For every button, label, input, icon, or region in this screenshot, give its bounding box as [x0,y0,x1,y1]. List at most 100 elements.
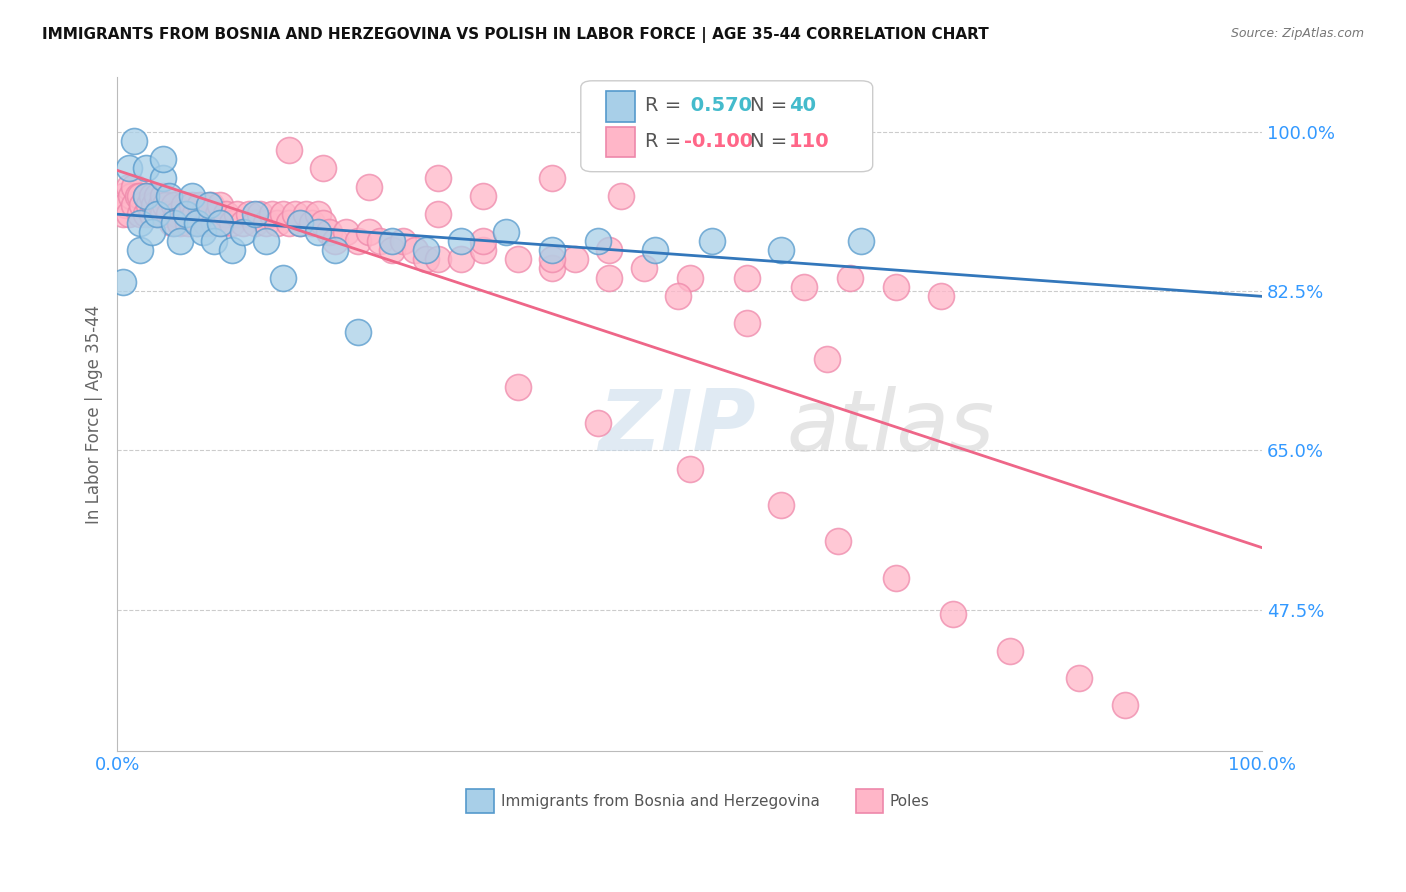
Point [209,216,232,230]
Text: Immigrants from Bosnia and Herzegovina: Immigrants from Bosnia and Herzegovina [501,795,820,809]
FancyBboxPatch shape [581,81,873,171]
Point [318,225,340,239]
Point [357,225,380,239]
Point [884,279,907,293]
Point [426,252,449,267]
Point [141,188,163,202]
Text: 40: 40 [789,96,815,115]
Point [186,216,208,230]
Point [827,534,849,549]
Point [141,225,163,239]
Text: Poles: Poles [890,795,929,809]
Point [541,170,564,185]
Point [426,207,449,221]
Point [678,270,700,285]
Point [169,216,191,230]
Point [564,252,586,267]
Text: N =: N = [751,96,794,115]
Point [851,234,873,248]
Point [284,207,307,221]
Point [295,207,318,221]
Text: ZIP: ZIP [598,386,755,469]
Point [450,234,472,248]
Point [290,216,312,230]
Point [124,198,146,212]
Point [169,234,191,248]
Point [277,216,299,230]
Point [290,216,312,230]
Point [124,179,146,194]
Point [346,234,368,248]
Point [472,244,495,258]
Point [260,207,283,221]
Point [815,352,838,367]
Point [177,216,200,230]
Point [166,207,188,221]
Point [633,261,655,276]
Point [215,207,238,221]
Point [506,380,529,394]
Point [129,207,152,221]
Point [506,252,529,267]
Point [184,207,207,221]
Point [1114,698,1136,713]
FancyBboxPatch shape [467,789,494,814]
Text: -0.100: -0.100 [683,132,754,151]
Point [186,216,208,230]
Point [152,170,174,185]
FancyBboxPatch shape [606,92,634,121]
Point [793,279,815,293]
Point [586,234,609,248]
Point [135,188,157,202]
Point [254,234,277,248]
Point [392,234,415,248]
Point [152,153,174,167]
Point [146,207,169,221]
Text: IMMIGRANTS FROM BOSNIA AND HERZEGOVINA VS POLISH IN LABOR FORCE | AGE 35-44 CORR: IMMIGRANTS FROM BOSNIA AND HERZEGOVINA V… [42,27,988,43]
Point [610,188,633,202]
Point [415,252,437,267]
Y-axis label: In Labor Force | Age 35-44: In Labor Force | Age 35-44 [86,304,103,524]
Point [191,207,214,221]
Point [157,207,180,221]
Point [370,234,392,248]
Point [135,161,157,176]
Point [142,198,165,212]
Point [312,216,335,230]
Point [129,244,152,258]
Point [207,207,229,221]
Point [238,207,260,221]
Point [301,216,323,230]
Point [770,498,793,512]
Point [307,207,329,221]
Point [152,207,174,221]
Point [998,643,1021,657]
Point [127,188,149,202]
Point [117,179,139,194]
Point [129,216,152,230]
Point [146,188,169,202]
Point [163,216,186,230]
Point [149,198,172,212]
Point [146,207,169,221]
Point [135,188,157,202]
Point [666,289,689,303]
Text: R =: R = [645,96,688,115]
Point [141,207,163,221]
Point [173,198,195,212]
Point [232,216,254,230]
Point [598,244,620,258]
Point [249,207,271,221]
Point [495,225,517,239]
Point [770,244,793,258]
Point [115,198,138,212]
Point [138,198,160,212]
Point [204,234,226,248]
Point [209,198,232,212]
Point [271,270,294,285]
Text: R =: R = [645,132,688,151]
Point [404,244,426,258]
Point [152,188,174,202]
Point [415,244,437,258]
Point [426,170,449,185]
